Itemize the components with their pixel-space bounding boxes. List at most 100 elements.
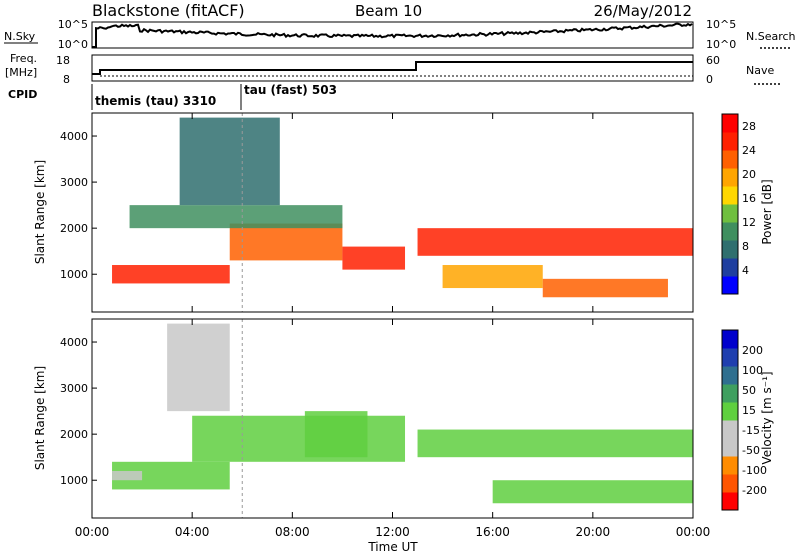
station-title: Blackstone (fitACF) <box>92 1 245 20</box>
colorbar-tick-label: 4 <box>742 264 749 277</box>
y-tick-label: 2000 <box>60 222 88 235</box>
x-axis: 00:00 04:00 08:00 12:00 16:00 20:00 00:00 <box>75 525 711 539</box>
colorbar-segment <box>722 420 738 439</box>
freq-unit-label: [MHz] <box>5 66 37 79</box>
colorbar-tick-label: -100 <box>742 464 767 477</box>
y-tick-label: 2000 <box>60 428 88 441</box>
scatter-band <box>112 265 230 284</box>
y-tick-label: 1000 <box>60 268 88 281</box>
cpid-mode-2: tau (fast) 503 <box>244 83 337 97</box>
colorbar-segment <box>722 258 738 277</box>
colorbar-tick-label: -50 <box>742 444 760 457</box>
colorbar-segment <box>722 492 738 511</box>
scatter-band <box>304 411 368 458</box>
colorbar-segment <box>722 114 738 133</box>
scatter-band <box>542 278 668 298</box>
colorbar-segment <box>722 366 738 385</box>
colorbar-tick-label: 100 <box>742 364 763 377</box>
nsearch-label: N.Search <box>746 30 796 43</box>
colorbar-segment <box>722 186 738 205</box>
freq-tick-high: 18 <box>56 54 70 67</box>
cpid-label: CPID <box>8 88 37 101</box>
colorbar-segment <box>722 330 738 349</box>
scatter-band <box>192 415 406 462</box>
y-tick-label: 4000 <box>60 130 88 143</box>
nsky-label: N.Sky <box>4 30 36 43</box>
colorbar-frame <box>721 329 739 511</box>
power-colorbar: 4 8 12 16 20 24 28 <box>721 113 756 295</box>
colorbar-tick-label: 8 <box>742 240 749 253</box>
x-tick-label: 08:00 <box>275 525 310 539</box>
freq-label: Freq. <box>10 52 37 65</box>
velocity-panel: 1000 2000 3000 4000 <box>60 319 694 518</box>
nave-label: Nave <box>746 64 774 77</box>
scatter-band <box>417 228 693 256</box>
y-tick-label: 3000 <box>60 176 88 189</box>
colorbar-tick-label: 12 <box>742 216 756 229</box>
colorbar-tick-label: -15 <box>742 424 760 437</box>
nsky-tick-low: 10^0 <box>58 38 88 51</box>
velocity-colorbar: 200 100 50 15 -15 -50 -100 -200 <box>721 329 767 511</box>
nsky-trace <box>92 22 693 48</box>
x-axis-label: Time UT <box>367 540 418 554</box>
beam-title: Beam 10 <box>355 2 422 20</box>
colorbar-segment <box>722 150 738 169</box>
colorbar-segment <box>722 384 738 403</box>
nave-tick-high: 60 <box>706 54 720 67</box>
scatter-band <box>492 480 693 504</box>
x-tick-label: 20:00 <box>576 525 611 539</box>
scatter-band <box>179 117 280 206</box>
y-tick-label: 1000 <box>60 474 88 487</box>
scatter-band <box>342 246 406 270</box>
y-tick-label: 4000 <box>60 336 88 349</box>
nsearch-tick-low: 10^0 <box>706 38 736 51</box>
date-title: 26/May/2012 <box>594 2 692 20</box>
velocity-panel-frame <box>91 318 694 519</box>
colorbar-frame <box>721 113 739 295</box>
colorbar-tick-label: 50 <box>742 384 756 397</box>
freq-trace <box>92 61 693 75</box>
colorbar-segment <box>722 348 738 367</box>
cpid-mode-1: themis (tau) 3310 <box>95 94 216 108</box>
colorbar-tick-label: 15 <box>742 404 756 417</box>
power-panel: 1000 2000 3000 4000 <box>60 113 694 312</box>
freq-panel-frame <box>91 54 694 82</box>
x-tick-label: 04:00 <box>175 525 210 539</box>
scatter-band <box>112 471 143 481</box>
colorbar-segment <box>722 240 738 259</box>
x-tick-label: 00:00 <box>75 525 110 539</box>
colorbar-segment <box>722 456 738 475</box>
colorbar-tick-label: 200 <box>742 344 763 357</box>
x-tick-label: 00:00 <box>676 525 711 539</box>
scatter-band <box>417 429 693 458</box>
x-tick-label: 16:00 <box>475 525 510 539</box>
colorbar-segment <box>722 276 738 295</box>
colorbar-segment <box>722 438 738 457</box>
y-tick-label: 3000 <box>60 382 88 395</box>
freq-tick-low: 8 <box>63 73 70 86</box>
colorbar-tick-label: 24 <box>742 144 756 157</box>
colorbar-tick-label: -200 <box>742 484 767 497</box>
nsky-tick-high: 10^5 <box>58 18 88 31</box>
nave-tick-low: 0 <box>706 73 713 86</box>
colorbar-segment <box>722 204 738 223</box>
colorbar-segment <box>722 168 738 187</box>
power-ylabel: Slant Range [km] <box>33 160 47 264</box>
colorbar-segment <box>722 474 738 493</box>
velocity-ylabel: Slant Range [km] <box>33 366 47 470</box>
velocity-colorbar-label: Velocity [m s⁻¹] <box>760 371 774 464</box>
colorbar-segment <box>722 402 738 421</box>
x-tick-label: 12:00 <box>375 525 410 539</box>
nsearch-tick-high: 10^5 <box>706 18 736 31</box>
power-panel-frame <box>91 112 694 313</box>
colorbar-tick-label: 28 <box>742 120 756 133</box>
scatter-band <box>167 323 230 412</box>
colorbar-segment <box>722 132 738 151</box>
power-colorbar-label: Power [dB] <box>760 179 774 244</box>
colorbar-tick-label: 16 <box>742 192 756 205</box>
colorbar-segment <box>722 222 738 241</box>
scatter-band <box>229 223 343 261</box>
colorbar-tick-label: 20 <box>742 168 756 181</box>
